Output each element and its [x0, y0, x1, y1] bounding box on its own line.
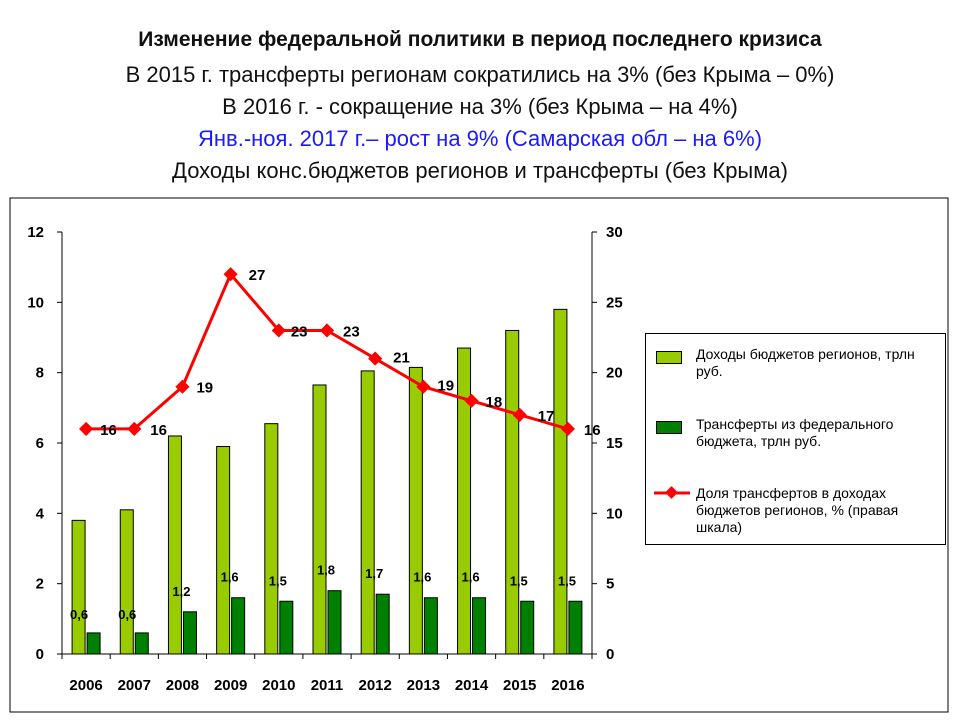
left-tick-label-6: 6 [36, 435, 44, 452]
label-transfers-2011: 1,8 [317, 563, 335, 578]
bar-revenue-2015 [505, 329, 520, 655]
bar-revenue-2007 [119, 509, 134, 655]
bar-revenue-2012 [360, 370, 375, 655]
label-transfers-2016: 1,5 [558, 573, 576, 588]
bar-transfers-2006 [86, 632, 101, 655]
legend-swatch-transfers [656, 421, 682, 434]
bar-transfers-2007 [134, 632, 149, 655]
x-tick-label-2014: 2014 [455, 677, 489, 694]
bar-transfers-2010 [279, 600, 294, 655]
marker-share-2009 [223, 267, 238, 282]
x-tick-label-2013: 2013 [407, 677, 440, 694]
label-share-2010: 23 [291, 323, 308, 340]
right-tick-label-0: 0 [606, 646, 614, 663]
label-share-2016: 16 [584, 422, 601, 439]
x-tick-label-2012: 2012 [358, 677, 391, 694]
x-tick-label-2015: 2015 [503, 677, 536, 694]
marker-share-2014 [464, 393, 479, 408]
label-share-2013: 19 [437, 378, 454, 395]
legend-label-share: Доля трансфертов в доходах бюджетов реги… [696, 485, 899, 535]
x-tick-label-2007: 2007 [118, 677, 151, 694]
bar-transfers-2015 [520, 600, 535, 655]
marker-share-2013 [416, 379, 431, 394]
left-tick-label-0: 0 [36, 646, 44, 663]
right-tick-label-20: 20 [606, 365, 623, 382]
label-share-2006: 16 [100, 422, 117, 439]
bar-transfers-2014 [472, 597, 487, 655]
label-share-2008: 19 [196, 380, 213, 397]
bar-revenue-2008 [167, 435, 182, 655]
left-tick-label-4: 4 [36, 505, 45, 522]
legend-label-transfers: Трансферты из федерального бюджета, трлн… [696, 416, 894, 449]
bar-revenue-2016 [553, 308, 568, 655]
label-share-2015: 17 [538, 408, 555, 425]
x-tick-label-2008: 2008 [166, 677, 199, 694]
subtitle-2017: Янв.-ноя. 2017 г.– рост на 9% (Самарская… [197, 126, 763, 151]
bar-revenue-2011 [312, 384, 327, 655]
label-transfers-2015: 1,5 [510, 573, 528, 588]
left-tick-label-10: 10 [27, 294, 44, 311]
bar-transfers-2011 [327, 590, 342, 655]
legend-line-icon [654, 486, 690, 499]
x-tick-label-2010: 2010 [262, 677, 295, 694]
left-tick-label-8: 8 [36, 365, 44, 382]
label-share-2011: 23 [343, 323, 360, 340]
label-share-2009: 27 [249, 267, 266, 284]
marker-share-2012 [368, 351, 383, 366]
marker-share-2015 [512, 407, 527, 422]
label-transfers-2012: 1,7 [365, 566, 383, 581]
label-share-2007: 16 [150, 422, 167, 439]
right-tick-label-10: 10 [606, 505, 623, 522]
chart-caption: Доходы конс.бюджетов регионов и трансфер… [172, 158, 788, 183]
legend-swatch-revenue [656, 351, 682, 364]
x-tick-label-2016: 2016 [551, 677, 584, 694]
label-transfers-2010: 1,5 [269, 573, 287, 588]
slide-title: Изменение федеральной политики в период … [138, 28, 822, 51]
legend-label-revenue: Доходы бюджетов регионов, трлн руб. [696, 346, 915, 379]
x-tick-label-2006: 2006 [69, 677, 102, 694]
label-transfers-2014: 1,6 [462, 570, 480, 585]
right-tick-label-30: 30 [606, 224, 623, 241]
bar-revenue-2013 [408, 366, 423, 655]
bar-transfers-2016 [568, 600, 583, 655]
right-tick-label-15: 15 [606, 435, 623, 452]
label-transfers-2007: 0,6 [118, 607, 136, 622]
label-share-2014: 18 [486, 394, 503, 411]
left-tick-label-12: 12 [27, 224, 44, 241]
label-transfers-2006: 0,6 [70, 607, 88, 622]
marker-share-2016 [560, 421, 575, 437]
bar-revenue-2006 [71, 519, 86, 655]
bar-revenue-2014 [457, 347, 472, 655]
bar-revenue-2009 [216, 446, 231, 655]
chart-legend: Доходы бюджетов регионов, трлн руб. Тран… [645, 333, 946, 545]
chart-frame [9, 197, 949, 713]
label-share-2012: 21 [393, 350, 410, 367]
marker-share-2006 [79, 421, 94, 437]
bar-transfers-2012 [375, 593, 390, 655]
marker-share-2010 [271, 323, 286, 338]
bar-transfers-2013 [423, 597, 438, 655]
x-tick-label-2009: 2009 [214, 677, 247, 694]
bar-transfers-2009 [231, 597, 246, 655]
right-tick-label-5: 5 [606, 576, 614, 593]
bar-transfers-2008 [182, 611, 197, 655]
right-tick-label-25: 25 [606, 294, 623, 311]
bar-revenue-2010 [264, 423, 279, 655]
subtitle-2016: В 2016 г. - сокращение на 3% (без Крыма … [222, 94, 738, 119]
marker-share-2007 [127, 421, 142, 437]
marker-share-2011 [319, 323, 335, 338]
label-transfers-2013: 1,6 [413, 570, 431, 585]
left-tick-label-2: 2 [36, 576, 44, 593]
marker-share-2008 [175, 379, 190, 394]
x-tick-label-2011: 2011 [311, 677, 344, 694]
label-transfers-2008: 1,2 [172, 584, 190, 599]
subtitle-2015: В 2015 г. трансферты регионам сократилис… [125, 62, 835, 87]
label-transfers-2009: 1,6 [221, 570, 239, 585]
